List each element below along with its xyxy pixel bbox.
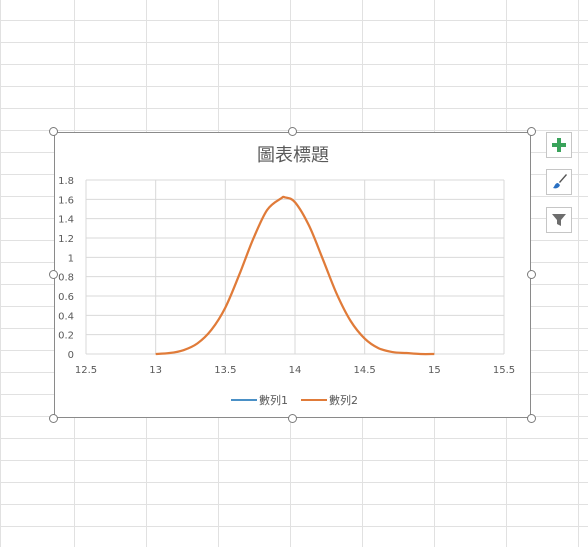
resize-handle-bottom[interactable]: [288, 414, 297, 423]
resize-handle-bottom-right[interactable]: [527, 414, 536, 423]
legend-entry-series2[interactable]: 數列2: [301, 393, 358, 407]
chart-area[interactable]: 圖表標題 0 0.2 0.4 0.6 0.8 1 1.2 1.4 1.6 1.8 12.5 13 13…: [54, 132, 531, 418]
resize-handle-top-right[interactable]: [527, 127, 536, 136]
y-tick-label: 0.8: [58, 273, 74, 284]
y-tick-label: 0.4: [58, 311, 74, 322]
y-tick-label: 1: [68, 253, 74, 264]
y-tick-label: 0.2: [58, 331, 74, 342]
x-tick-label: 15.5: [493, 365, 515, 376]
y-tick-label: 1.4: [58, 215, 74, 226]
x-axis-ticks: 12.5 13 13.5 14 14.5 15 15.5: [75, 365, 515, 376]
y-tick-label: 0.6: [58, 292, 74, 303]
funnel-icon: [552, 214, 566, 226]
legend-label-series2: 數列2: [329, 393, 358, 407]
resize-handle-top[interactable]: [288, 127, 297, 136]
x-tick-label: 13.5: [214, 365, 236, 376]
resize-handle-right[interactable]: [527, 270, 536, 279]
chart-elements-button[interactable]: [546, 132, 572, 158]
x-tick-label: 13: [149, 365, 162, 376]
series-line-2[interactable]: [155, 195, 435, 356]
chart-filters-button[interactable]: [546, 207, 572, 233]
chart-plot: 圖表標題 0 0.2 0.4 0.6 0.8 1 1.2 1.4 1.6 1.8 12.5 13 13…: [58, 145, 515, 407]
x-tick-label: 12.5: [75, 365, 97, 376]
paintbrush-icon: [553, 174, 567, 189]
y-axis-ticks: 0 0.2 0.4 0.6 0.8 1 1.2 1.4 1.6 1.8: [58, 176, 74, 361]
y-tick-label: 0: [68, 350, 74, 361]
legend-label-series1: 數列1: [259, 393, 288, 407]
x-tick-label: 14.5: [354, 365, 376, 376]
y-tick-label: 1.2: [58, 234, 74, 245]
gridlines: [85, 179, 505, 355]
plus-icon: [552, 138, 566, 152]
resize-handle-bottom-left[interactable]: [49, 414, 58, 423]
series-lines[interactable]: [155, 195, 435, 356]
y-tick-label: 1.8: [58, 176, 74, 187]
chart-styles-button[interactable]: [546, 169, 572, 195]
x-tick-label: 15: [428, 365, 441, 376]
resize-handle-top-left[interactable]: [49, 127, 58, 136]
legend-entry-series1[interactable]: 數列1: [231, 393, 288, 407]
x-tick-label: 14: [289, 365, 302, 376]
chart-title[interactable]: 圖表標題: [257, 145, 329, 166]
y-tick-label: 1.6: [58, 195, 74, 206]
resize-handle-left[interactable]: [49, 270, 58, 279]
legend[interactable]: 數列1 數列2: [231, 393, 358, 407]
